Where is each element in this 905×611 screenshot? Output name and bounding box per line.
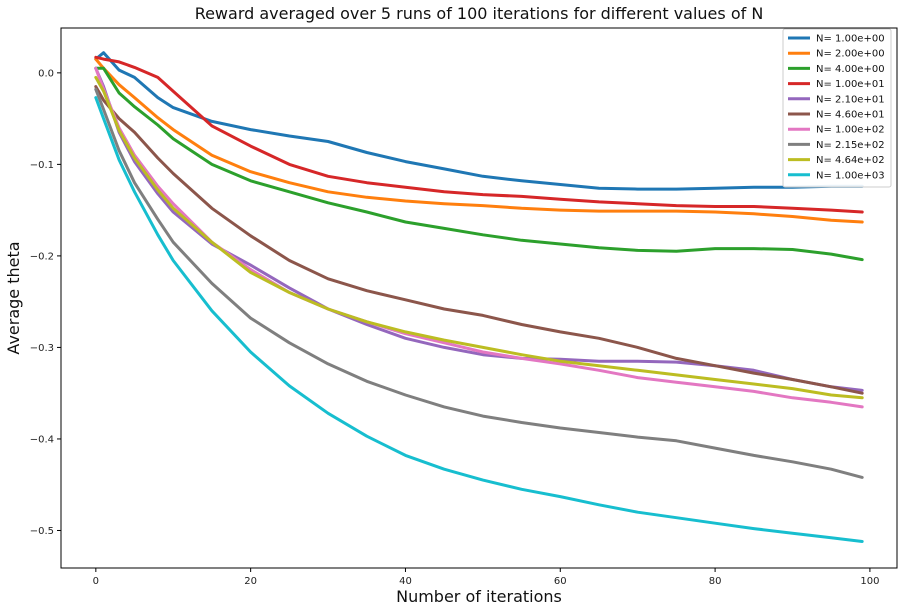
- series-line-7: [94, 66, 864, 409]
- y-tick-label: −0.1: [30, 160, 54, 171]
- axes: 0 20 40 60 80 100 0.0 −0.1 −0.2 −0.3 −0.4 −0.5: [30, 27, 898, 587]
- x-tick-label: 20: [244, 576, 257, 587]
- series-line-10: [94, 96, 864, 543]
- series-lines: [94, 51, 864, 543]
- legend-label: N= 1.00e+02: [816, 125, 885, 136]
- chart-title: Reward averaged over 5 runs of 100 itera…: [195, 4, 764, 23]
- x-axis-label: Number of iterations: [396, 587, 562, 606]
- y-tick-label: −0.2: [30, 251, 54, 262]
- legend-label: N= 1.00e+00: [816, 34, 885, 45]
- x-tick-label: 40: [399, 576, 412, 587]
- legend-label: N= 4.00e+00: [816, 64, 885, 75]
- legend-label: N= 4.64e+02: [816, 155, 885, 166]
- y-tick-label: −0.3: [30, 343, 54, 354]
- x-tick-label: 60: [554, 576, 567, 587]
- series-line-5: [94, 66, 864, 392]
- legend-label: N= 4.60e+01: [816, 110, 885, 121]
- y-tick-label: −0.4: [30, 434, 54, 445]
- x-tick-label: 100: [860, 576, 879, 587]
- series-line-6: [94, 85, 864, 395]
- y-tick-label: 0.0: [38, 68, 54, 79]
- series-line-4: [94, 55, 864, 214]
- legend-label: N= 2.00e+00: [816, 49, 885, 60]
- legend-label: N= 2.15e+02: [816, 140, 885, 151]
- series-line-9: [94, 75, 864, 400]
- legend-label: N= 2.10e+01: [816, 94, 885, 105]
- y-tick-label: −0.5: [30, 526, 54, 537]
- legend-label: N= 1.00e+03: [816, 170, 885, 181]
- series-line-8: [94, 87, 864, 479]
- series-line-3: [94, 66, 864, 262]
- legend-label: N= 1.00e+01: [816, 79, 885, 90]
- legend: N= 1.00e+00 N= 2.00e+00 N= 4.00e+00 N= 1.00…: [782, 28, 892, 188]
- series-line-1: [94, 51, 864, 191]
- plot-frame: [60, 27, 898, 569]
- x-tick-label: 80: [709, 576, 722, 587]
- y-axis-label: Average theta: [4, 241, 23, 354]
- x-tick-label: 0: [93, 576, 99, 587]
- series-line-2: [94, 57, 864, 224]
